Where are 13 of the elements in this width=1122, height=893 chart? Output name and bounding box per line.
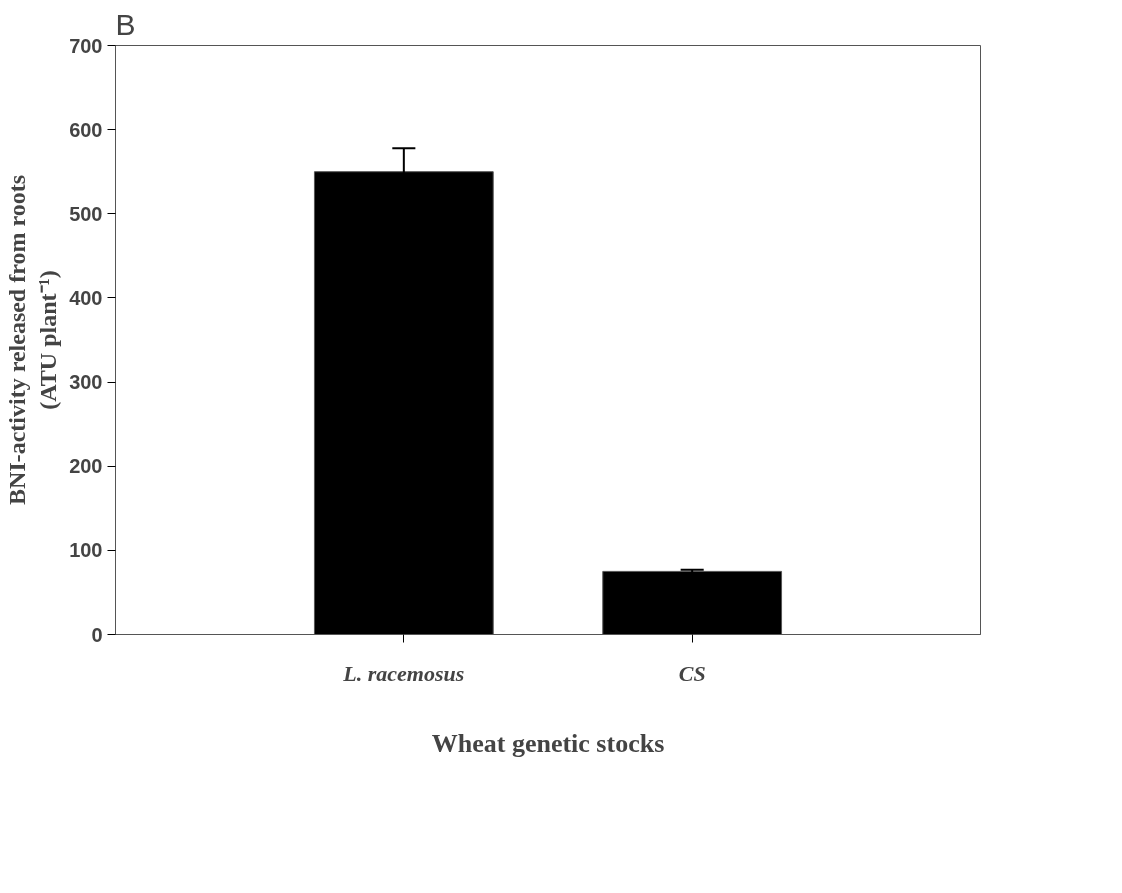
chart-title: B (115, 7, 136, 41)
y-axis-title: BNI-activity released from roots (ATU plant⁻¹) (3, 175, 62, 505)
y-tick-label: 300 (69, 371, 103, 394)
x-axis-title: Wheat genetic stocks (431, 728, 665, 758)
y-tick-label: 600 (69, 118, 103, 141)
y-tick-label: 500 (69, 202, 103, 225)
y-tick-label: 200 (69, 455, 103, 478)
y-tick-label: 0 (91, 623, 103, 646)
x-tick-label: L. racemosus (342, 660, 465, 686)
y-tick-label: 100 (69, 539, 103, 562)
y-tick-label: 700 (69, 34, 103, 57)
y-tick-label: 400 (69, 286, 103, 309)
x-tick-label: CS (678, 660, 706, 686)
